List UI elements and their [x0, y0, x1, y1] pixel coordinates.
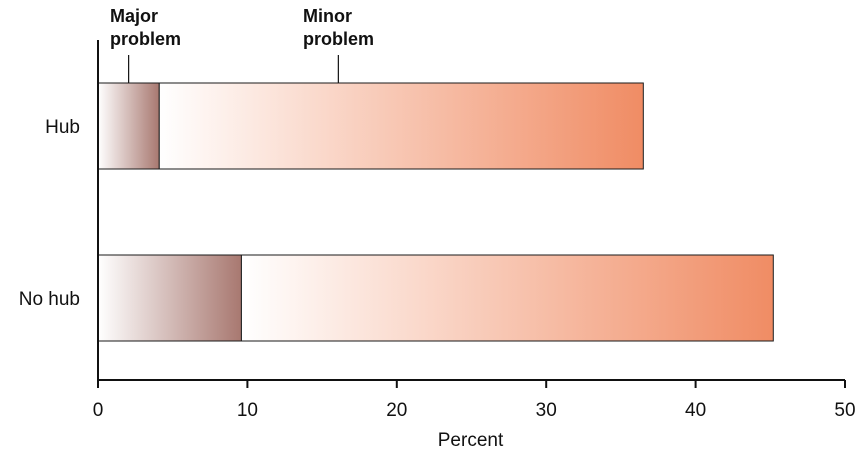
x-tick-label: 30: [536, 400, 557, 421]
category-labels: Hub No hub: [19, 117, 80, 310]
x-tick-label: 10: [237, 400, 258, 421]
legend-label-major: Major: [110, 6, 158, 26]
x-tick-label: 50: [834, 400, 855, 421]
bars: [97, 82, 774, 342]
x-ticks: 0 10 20 30 40 50: [93, 380, 856, 421]
x-tick-label: 40: [685, 400, 706, 421]
x-tick-label: 0: [93, 400, 104, 421]
legend-label-minor: Minor: [303, 6, 352, 26]
category-label: Hub: [45, 117, 80, 138]
legend-label-major: problem: [110, 29, 181, 49]
legend: Major problem Minor problem: [110, 6, 374, 83]
bar-major-no-hub: [97, 254, 242, 342]
bar-major-hub: [97, 82, 160, 170]
x-axis-title: Percent: [438, 430, 504, 451]
bar-minor-no-hub: [240, 254, 774, 342]
category-label: No hub: [19, 289, 80, 310]
legend-label-minor: problem: [303, 29, 374, 49]
x-tick-label: 20: [386, 400, 407, 421]
bar-minor-hub: [158, 82, 644, 170]
